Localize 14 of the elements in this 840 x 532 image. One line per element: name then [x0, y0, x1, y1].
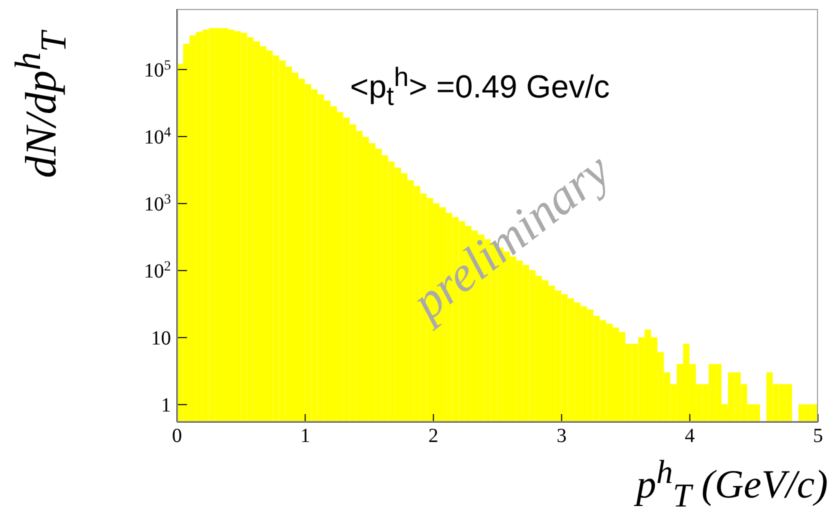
- y-tick-label: 10$^{5}$: [144, 58, 171, 82]
- x-axis-title: p$^{h}$$_{T}$ (GeV/c): [636, 454, 828, 514]
- x-tick-label: 0: [172, 425, 182, 448]
- y-tick-label: 10$^{3}$: [144, 192, 171, 216]
- y-tick-label: 10$^{4}$: [144, 125, 171, 149]
- x-tick-label: 2: [428, 425, 438, 448]
- annotation: <p$_{t}$$^{h}$> =0.49 Gev/c: [350, 62, 610, 112]
- x-tick-label: 1: [300, 425, 310, 448]
- y-tick-label: 10$^{2}$: [144, 259, 171, 283]
- y-tick-label: 1: [161, 394, 171, 417]
- y-tick-label: 10: [151, 328, 171, 350]
- x-tick-label: 4: [684, 425, 695, 448]
- x-tick-label: 3: [556, 425, 567, 448]
- x-tick-label: 5: [813, 425, 823, 448]
